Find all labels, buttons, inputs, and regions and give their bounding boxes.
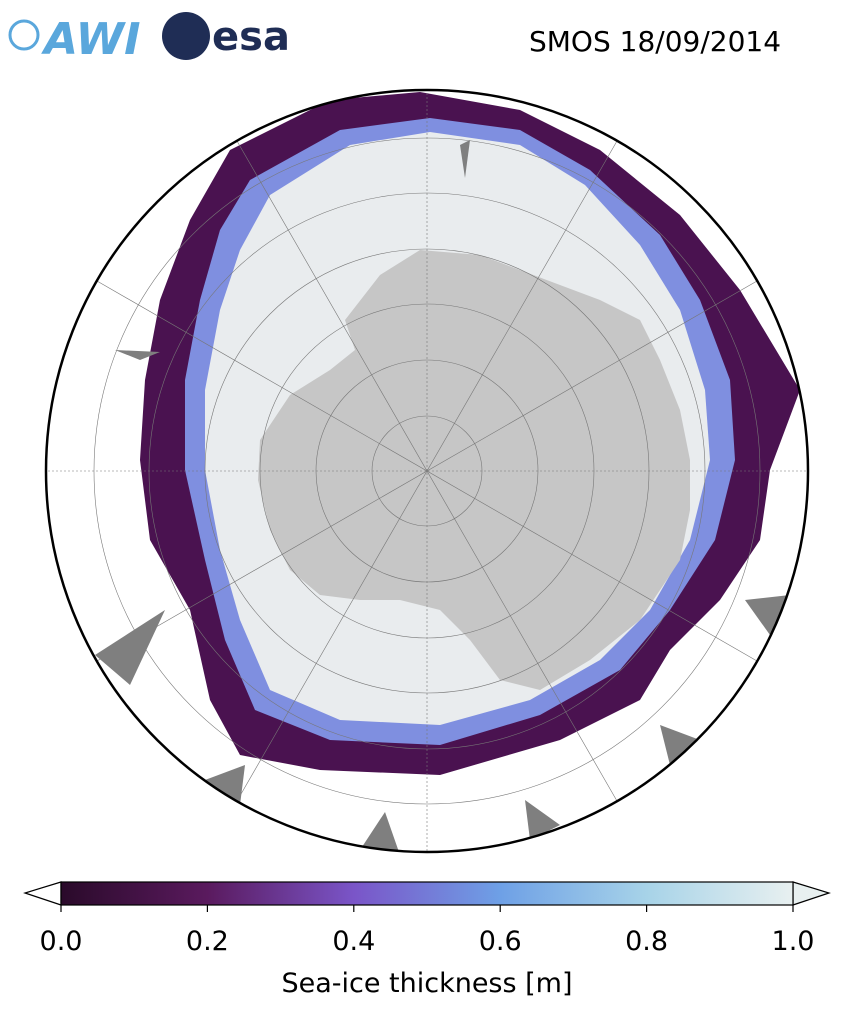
colorbar-tick-label: 0.2 xyxy=(186,926,229,957)
colorbar-extend-low xyxy=(23,881,62,906)
colorbar xyxy=(23,881,831,912)
colorbar-ramp xyxy=(60,881,794,906)
antarctica xyxy=(258,250,690,690)
graticule xyxy=(46,90,808,852)
icebergs xyxy=(95,140,790,852)
esa-emblem xyxy=(162,12,210,60)
esa-logo: esa xyxy=(212,14,290,60)
map-border xyxy=(44,88,810,854)
colorbar-tick-label: 0.6 xyxy=(479,926,522,957)
colorbar-label: Sea-ice thickness [m] xyxy=(281,968,572,999)
colorbar-tick-label: 0.4 xyxy=(332,926,375,957)
colorbar-tick-label: 0.0 xyxy=(40,926,83,957)
map xyxy=(46,90,808,852)
colorbar-tick-label: 1.0 xyxy=(772,926,815,957)
colorbar-extend-high xyxy=(792,881,831,906)
map-title: SMOS 18/09/2014 xyxy=(529,25,781,58)
awi-globe xyxy=(8,19,40,51)
logos: AWI esa xyxy=(8,12,290,65)
colorbar-tick-label: 0.8 xyxy=(625,926,668,957)
awi-logo: AWI xyxy=(41,14,141,65)
